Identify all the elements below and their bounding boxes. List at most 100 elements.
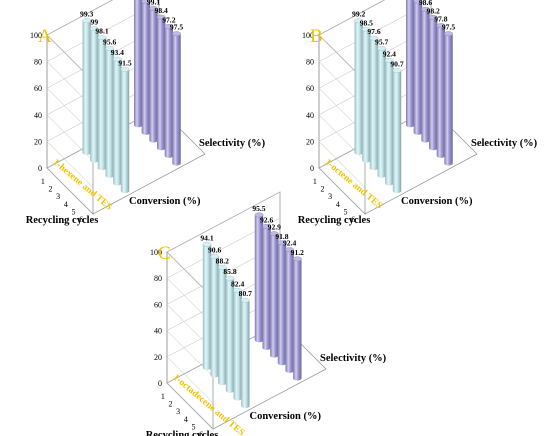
grid-line xyxy=(166,382,214,430)
bar-body xyxy=(377,48,386,178)
data-label: 92.9 xyxy=(268,223,281,232)
bar-body xyxy=(277,242,287,366)
x-axis-title: Recycling cycles xyxy=(298,215,371,226)
data-label: 97.5 xyxy=(170,23,183,32)
grid-line xyxy=(46,0,113,36)
bar-body xyxy=(82,20,91,155)
z-tick-label: 100 xyxy=(150,248,162,257)
bar-body xyxy=(149,8,158,143)
bar-body xyxy=(293,258,302,381)
bar-cylinder xyxy=(97,35,107,171)
bar-body xyxy=(369,38,379,171)
grid-line xyxy=(46,141,94,188)
bar-cap xyxy=(164,24,174,29)
data-label: 98.4 xyxy=(155,6,168,15)
x-axis-title: Recycling cycles xyxy=(26,215,99,226)
x-axis-title: Recycling cycles xyxy=(146,430,219,436)
z-tick-label: 0 xyxy=(310,164,314,173)
z-tick-label: 100 xyxy=(30,31,42,40)
data-label: 98.2 xyxy=(427,6,440,15)
grid-line xyxy=(318,167,366,215)
z-tick-label: 100 xyxy=(302,31,314,40)
data-label: 92.4 xyxy=(383,49,396,58)
bar-cylinder xyxy=(202,241,212,370)
bar-body xyxy=(202,244,212,370)
z-tick-label: 20 xyxy=(154,353,162,362)
bar-body xyxy=(362,29,371,163)
cycle-tick-label: 6 xyxy=(351,215,355,224)
data-label: 98.1 xyxy=(95,26,108,35)
data-label: 95.5 xyxy=(252,204,265,213)
z-tick-label: 20 xyxy=(306,137,314,146)
bar-body xyxy=(233,290,242,401)
bar-cylinder xyxy=(405,0,415,128)
bar-body xyxy=(113,59,122,186)
bar-cap xyxy=(436,23,446,29)
data-label: 94.1 xyxy=(200,233,213,242)
data-label: 98.5 xyxy=(360,18,373,27)
cycle-tick-label: 3 xyxy=(56,192,60,201)
cycle-tick-label: 2 xyxy=(169,400,173,409)
bar-body xyxy=(285,249,294,373)
z-tick-label: 80 xyxy=(154,274,162,283)
cycle-tick-label: 3 xyxy=(176,407,180,416)
bar-cylinder xyxy=(149,6,158,143)
bar-cylinder xyxy=(262,223,272,350)
bar-cylinder xyxy=(384,58,394,186)
z-tick-label: 60 xyxy=(154,300,162,309)
bar-cylinder xyxy=(354,18,364,155)
data-label: 95.6 xyxy=(103,37,116,46)
bar-body xyxy=(436,25,446,158)
bar-cylinder xyxy=(444,31,453,166)
cycle-tick-label: 3 xyxy=(328,192,332,201)
bar-cylinder xyxy=(413,0,423,135)
bar-body xyxy=(241,300,250,409)
bar-body xyxy=(218,267,227,386)
bar-body xyxy=(210,256,219,378)
panel-letter: B xyxy=(310,26,323,47)
z-tick-label: 40 xyxy=(34,111,42,120)
data-label: 97.6 xyxy=(367,27,380,36)
data-label: 97.8 xyxy=(434,15,447,24)
bar-cylinder xyxy=(377,45,387,178)
z-tick-label: 60 xyxy=(34,84,42,93)
bar-body xyxy=(428,17,438,151)
bar-body xyxy=(172,33,181,166)
bar-cylinder xyxy=(172,31,181,166)
data-label: 91.2 xyxy=(291,248,304,257)
bar-cap xyxy=(413,0,423,4)
data-label: 98.6 xyxy=(419,0,432,7)
series-selectivity-axis-label: Selectivity (%) xyxy=(199,138,266,149)
bar-cap xyxy=(105,46,115,51)
bar-cap xyxy=(240,297,250,303)
series-selectivity-axis-label: Selectivity (%) xyxy=(320,353,387,364)
cycle-tick-label: 5 xyxy=(192,423,196,432)
bar-body xyxy=(413,0,423,135)
bar-cylinder xyxy=(233,287,243,401)
bar-cylinder xyxy=(120,66,130,194)
bar-cap xyxy=(269,231,279,237)
series-conversion-axis-label: Conversion (%) xyxy=(401,196,473,207)
data-label: 82.4 xyxy=(231,279,244,288)
bar-cap xyxy=(172,31,181,37)
bar-body xyxy=(141,1,151,135)
z-tick-label: 40 xyxy=(306,111,314,120)
cycle-tick-label: 6 xyxy=(79,215,83,224)
bar-cylinder xyxy=(269,231,279,358)
bar-body xyxy=(444,33,453,166)
data-label: 97.2 xyxy=(162,15,175,24)
bar-cap xyxy=(384,58,394,63)
bar-body xyxy=(385,60,394,186)
bar-body xyxy=(225,278,235,393)
bar-body xyxy=(97,37,107,171)
cycle-tick-label: 6 xyxy=(199,430,203,436)
bar-cylinder xyxy=(141,0,151,135)
bar-cap xyxy=(444,31,453,37)
data-label: 93.4 xyxy=(111,48,124,57)
bar-cylinder xyxy=(292,256,302,381)
bar-body xyxy=(354,20,363,155)
data-label: 95.7 xyxy=(375,37,388,46)
bar-cylinder xyxy=(164,24,174,158)
bar-cylinder xyxy=(254,212,264,343)
